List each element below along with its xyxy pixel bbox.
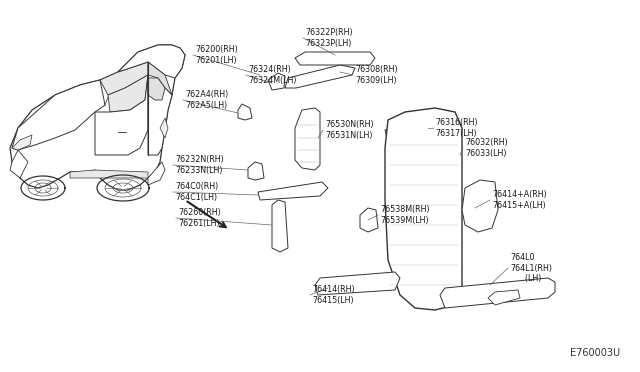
Text: 76322P(RH)
76323P(LH): 76322P(RH) 76323P(LH) bbox=[305, 28, 353, 48]
Text: 76032(RH)
76033(LH): 76032(RH) 76033(LH) bbox=[465, 138, 508, 158]
Polygon shape bbox=[440, 278, 555, 308]
Polygon shape bbox=[315, 272, 400, 295]
Text: 76316(RH)
76317(LH): 76316(RH) 76317(LH) bbox=[435, 118, 477, 138]
Text: 76200(RH)
76201(LH): 76200(RH) 76201(LH) bbox=[195, 45, 237, 65]
Polygon shape bbox=[385, 120, 435, 142]
Polygon shape bbox=[10, 150, 28, 178]
Polygon shape bbox=[95, 75, 148, 155]
Text: 76530N(RH)
76531N(LH): 76530N(RH) 76531N(LH) bbox=[325, 120, 374, 140]
Polygon shape bbox=[148, 162, 165, 185]
Polygon shape bbox=[258, 182, 328, 200]
Text: 764L0
764L1(RH)
      (LH): 764L0 764L1(RH) (LH) bbox=[510, 253, 552, 283]
Polygon shape bbox=[148, 78, 172, 155]
Polygon shape bbox=[12, 80, 105, 150]
Text: 762A4(RH)
762A5(LH): 762A4(RH) 762A5(LH) bbox=[185, 90, 228, 110]
Text: 76308(RH)
76309(LH): 76308(RH) 76309(LH) bbox=[355, 65, 397, 85]
Polygon shape bbox=[385, 108, 462, 310]
Text: 76414(RH)
76415(LH): 76414(RH) 76415(LH) bbox=[312, 285, 355, 305]
Polygon shape bbox=[148, 62, 172, 95]
Polygon shape bbox=[248, 162, 264, 180]
Polygon shape bbox=[10, 45, 185, 190]
Polygon shape bbox=[462, 180, 498, 232]
Polygon shape bbox=[148, 78, 165, 100]
Polygon shape bbox=[118, 45, 185, 78]
Text: 764C0(RH)
764C1(LH): 764C0(RH) 764C1(LH) bbox=[175, 182, 218, 202]
Text: 76232N(RH)
76233N(LH): 76232N(RH) 76233N(LH) bbox=[175, 155, 224, 175]
Polygon shape bbox=[360, 208, 378, 232]
Polygon shape bbox=[70, 170, 148, 178]
Polygon shape bbox=[108, 75, 148, 112]
Text: E760003U: E760003U bbox=[570, 348, 620, 358]
Text: 76260(RH)
76261(LH): 76260(RH) 76261(LH) bbox=[178, 208, 221, 228]
Polygon shape bbox=[238, 104, 252, 120]
Text: 76324(RH)
76324M(LH): 76324(RH) 76324M(LH) bbox=[248, 65, 296, 85]
Polygon shape bbox=[272, 200, 288, 252]
Polygon shape bbox=[100, 62, 148, 95]
Polygon shape bbox=[268, 73, 285, 90]
Polygon shape bbox=[295, 108, 320, 170]
Polygon shape bbox=[488, 290, 520, 305]
Text: 76538M(RH)
76539M(LH): 76538M(RH) 76539M(LH) bbox=[380, 205, 429, 225]
Polygon shape bbox=[160, 118, 168, 138]
Polygon shape bbox=[285, 65, 355, 88]
Polygon shape bbox=[12, 135, 32, 150]
Text: 76414+A(RH)
76415+A(LH): 76414+A(RH) 76415+A(LH) bbox=[492, 190, 547, 210]
Polygon shape bbox=[295, 52, 375, 65]
